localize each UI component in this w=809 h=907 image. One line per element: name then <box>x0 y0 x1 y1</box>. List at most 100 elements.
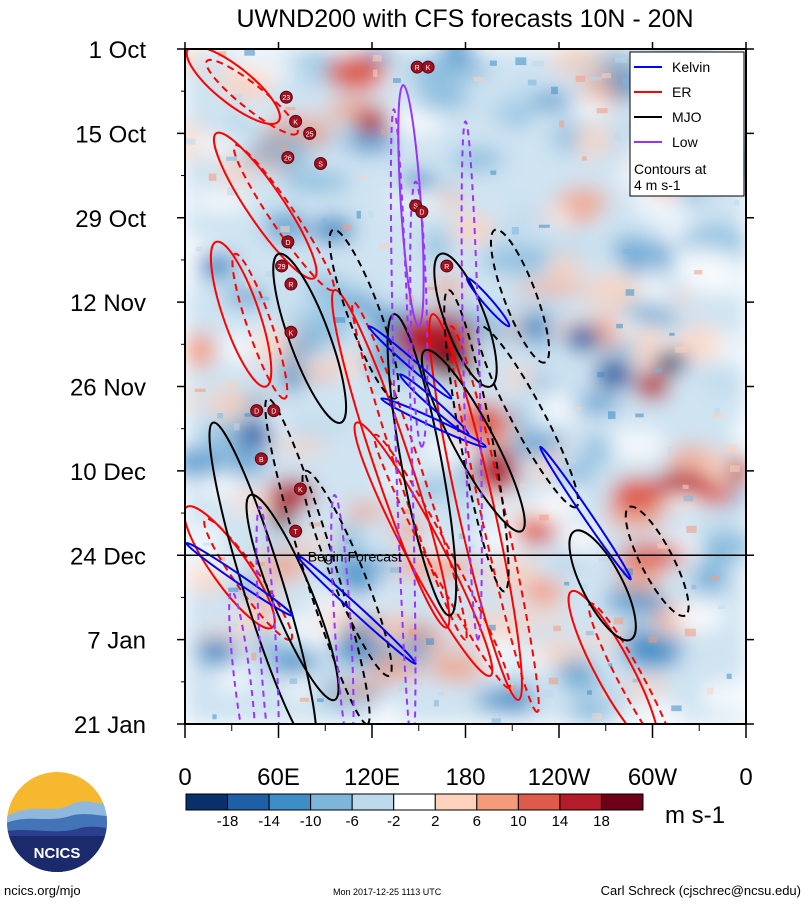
storm-marker-symbol <box>293 482 307 496</box>
anomaly-cell <box>282 170 351 194</box>
anomaly-speckle <box>539 514 549 521</box>
anomaly-speckle <box>684 628 696 637</box>
x-tick-label: 60W <box>628 764 678 791</box>
legend-note: Contours at <box>634 161 706 177</box>
anomaly-core <box>474 446 519 495</box>
anomaly-speckle <box>565 458 576 464</box>
storm-marker: D <box>281 235 295 249</box>
anomaly-speckle <box>211 290 218 296</box>
anomaly-speckle <box>392 78 401 83</box>
storm-marker-label: D <box>271 409 276 416</box>
colorbar-tick-label: 2 <box>431 813 439 830</box>
storm-marker: T <box>289 524 303 538</box>
anomaly-speckle <box>488 624 496 631</box>
anomaly-speckle <box>489 60 497 66</box>
anomaly-core <box>196 637 237 666</box>
mjo-contour <box>272 252 348 424</box>
anomaly-cell <box>185 393 207 408</box>
storm-marker: K <box>284 325 298 339</box>
colorbar-swatch <box>434 793 478 811</box>
anomaly-cell <box>474 490 517 511</box>
anomaly-speckle <box>232 623 238 628</box>
anomaly-speckle <box>632 678 642 683</box>
anomaly-cell <box>223 288 270 307</box>
anomaly-speckle <box>226 156 238 161</box>
anomaly-speckle <box>599 557 610 563</box>
wave-contours <box>185 49 690 724</box>
anomaly-speckle <box>613 133 621 141</box>
storm-marker-symbol <box>440 259 454 273</box>
anomaly-core <box>523 579 564 604</box>
anomaly-speckle <box>433 699 439 707</box>
kelvin-contour <box>465 276 511 328</box>
anomaly-speckle <box>564 581 570 586</box>
storm-marker: 25 <box>303 126 317 140</box>
anomaly-cell <box>587 628 633 645</box>
anomaly-speckle <box>548 677 559 685</box>
er-contour <box>209 240 273 388</box>
anomaly-cell <box>632 324 664 362</box>
anomaly-speckle <box>543 689 554 698</box>
anomaly-speckle <box>607 411 616 420</box>
anomaly-cell <box>198 567 220 597</box>
colorbar-tick-label: -6 <box>346 813 359 830</box>
anomaly-cell <box>305 417 347 438</box>
anomaly-speckle <box>553 625 561 632</box>
anomaly-cell <box>463 311 508 341</box>
colorbar-tick-label: 10 <box>510 813 527 830</box>
y-tick-label: 24 Dec <box>70 543 146 570</box>
anomaly-cell <box>237 593 268 632</box>
anomaly-speckle <box>186 138 196 145</box>
storm-marker-label: 29 <box>278 264 286 271</box>
er-contour-negative <box>205 58 299 136</box>
anomaly-speckle <box>668 446 673 455</box>
y-tick-label: 15 Oct <box>75 121 146 148</box>
anomaly-core <box>634 372 671 401</box>
footer-site-link[interactable]: ncics.org/mjo <box>4 883 81 898</box>
storm-marker: D <box>415 205 429 219</box>
storm-marker-label: B <box>259 457 264 464</box>
anomaly-cell <box>547 206 572 226</box>
legend-box <box>629 51 745 197</box>
anomaly-speckle <box>212 714 217 720</box>
anomaly-cell <box>339 300 382 315</box>
anomaly-speckle <box>345 538 353 545</box>
anomaly-speckle <box>322 218 327 226</box>
mjo-contour <box>386 313 458 617</box>
anomaly-cell <box>508 607 572 623</box>
anomaly-cell <box>531 91 572 111</box>
anomaly-cell <box>514 281 585 295</box>
anomaly-speckle <box>316 698 324 703</box>
footer-timestamp: Mon 2017-12-25 1113 UTC <box>333 887 442 897</box>
anomaly-speckle <box>615 57 627 63</box>
storm-marker: R <box>440 259 454 273</box>
anomaly-speckle <box>280 225 290 233</box>
colorbar-swatch <box>351 793 395 811</box>
anomaly-speckle <box>328 505 338 514</box>
storm-marker: K <box>421 60 435 74</box>
anomaly-cell <box>546 250 582 290</box>
anomaly-cell <box>415 112 443 136</box>
storm-marker-symbol <box>281 235 295 249</box>
anomaly-speckle <box>671 705 682 712</box>
anomaly-cell <box>482 245 551 275</box>
anomaly-speckle <box>256 562 265 567</box>
colorbar-swatch <box>600 793 644 811</box>
anomaly-speckle <box>403 508 411 515</box>
anomaly-speckle <box>511 226 519 235</box>
anomaly-core <box>655 350 688 375</box>
storm-marker-label: 23 <box>282 95 290 102</box>
anomaly-speckle <box>559 120 565 128</box>
colorbar-tick-label: -2 <box>387 813 400 830</box>
storm-marker: D <box>267 404 281 418</box>
anomaly-speckle <box>299 697 310 702</box>
mjo-contour <box>568 529 637 642</box>
storm-marker-label: D <box>419 210 424 217</box>
anomaly-speckle <box>289 678 298 685</box>
anomaly-cell <box>199 123 260 139</box>
storm-marker-symbol <box>250 404 264 418</box>
anomaly-cell <box>572 96 612 117</box>
x-tick-label: 120W <box>528 764 591 791</box>
anomaly-speckle <box>236 623 243 632</box>
